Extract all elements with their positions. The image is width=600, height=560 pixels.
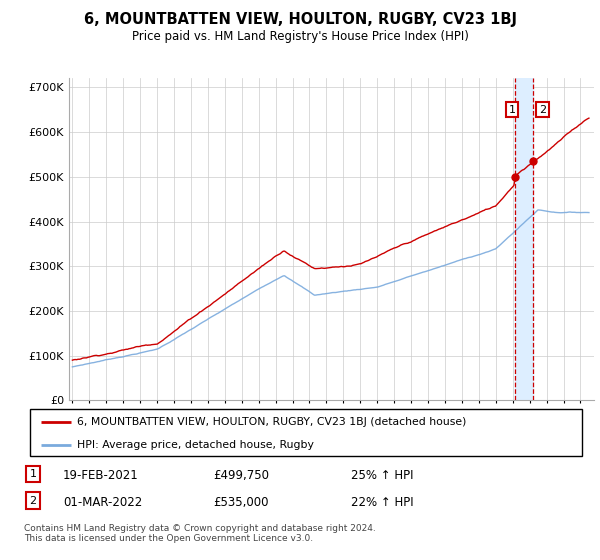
Text: £499,750: £499,750 [213,469,269,482]
Text: 2: 2 [539,105,546,115]
Text: 1: 1 [509,105,516,115]
Text: £535,000: £535,000 [213,496,269,508]
Text: 6, MOUNTBATTEN VIEW, HOULTON, RUGBY, CV23 1BJ (detached house): 6, MOUNTBATTEN VIEW, HOULTON, RUGBY, CV2… [77,417,466,427]
Text: 2: 2 [29,496,37,506]
Bar [515,78,533,400]
Text: Price paid vs. HM Land Registry's House Price Index (HPI): Price paid vs. HM Land Registry's House … [131,30,469,43]
Text: HPI: Average price, detached house, Rugby: HPI: Average price, detached house, Rugb… [77,440,314,450]
Text: 1: 1 [29,469,37,479]
Text: 22% ↑ HPI: 22% ↑ HPI [351,496,413,508]
Text: 6, MOUNTBATTEN VIEW, HOULTON, RUGBY, CV23 1BJ: 6, MOUNTBATTEN VIEW, HOULTON, RUGBY, CV2… [83,12,517,27]
Text: 01-MAR-2022: 01-MAR-2022 [63,496,142,508]
Text: 19-FEB-2021: 19-FEB-2021 [63,469,139,482]
Text: 25% ↑ HPI: 25% ↑ HPI [351,469,413,482]
Text: Contains HM Land Registry data © Crown copyright and database right 2024.
This d: Contains HM Land Registry data © Crown c… [24,524,376,543]
